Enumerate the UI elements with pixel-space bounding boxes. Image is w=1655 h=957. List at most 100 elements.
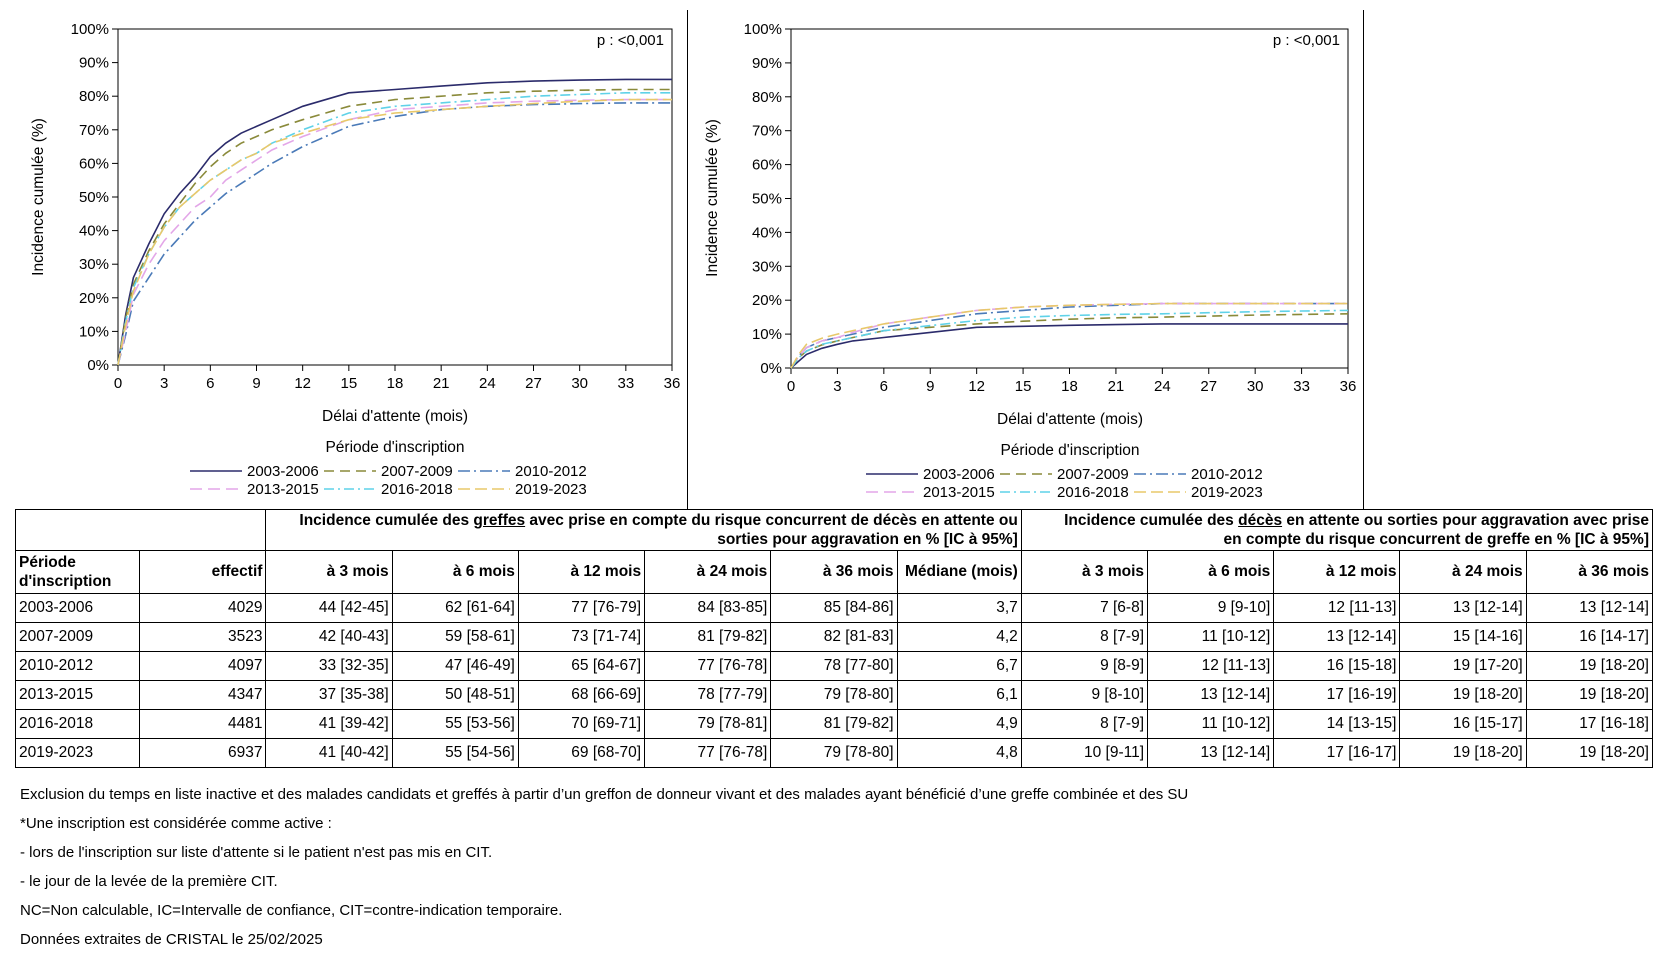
y-tick-label: 20% bbox=[79, 290, 109, 307]
table-cell: 42 [40-43] bbox=[265, 622, 393, 652]
table-cell: 77 [76-79] bbox=[517, 593, 646, 623]
table-cell: 12 [11-13] bbox=[1147, 651, 1275, 681]
table-cell: 6,7 bbox=[896, 651, 1022, 681]
table-row: 2010-2012 4097 33 [32-35] 47 [46-49] 65 [64-… bbox=[14, 651, 1654, 681]
table-cell: 9 [8-9] bbox=[1020, 651, 1149, 681]
x-tick-label: 30 bbox=[1247, 378, 1264, 395]
x-tick-label: 15 bbox=[1015, 378, 1032, 395]
group2-text-a: Incidence cumulée des bbox=[1064, 512, 1239, 529]
col-header-g1-12m: à 12 mois bbox=[517, 550, 646, 594]
cell-effectif: 4097 bbox=[139, 651, 267, 681]
legend-label: 2013-2015 bbox=[923, 484, 995, 501]
table-cell: 19 [18-20] bbox=[1525, 680, 1654, 710]
x-tick-label: 30 bbox=[571, 375, 588, 392]
y-tick-label: 90% bbox=[752, 55, 782, 72]
y-tick-label: 30% bbox=[79, 256, 109, 273]
col-period-line2: d'inscription bbox=[19, 573, 112, 590]
legend-title: Période d'inscription bbox=[325, 439, 464, 456]
table-cell: 77 [76-78] bbox=[644, 651, 772, 681]
legend-label: 2003-2006 bbox=[923, 466, 995, 483]
table-row: 2013-2015 4347 37 [35-38] 50 [48-51] 68 [66-… bbox=[14, 680, 1654, 710]
col-header-g1-36m: à 36 mois bbox=[770, 550, 898, 594]
series-line-2007-2009 bbox=[790, 313, 1349, 369]
cell-period: 2013-2015 bbox=[14, 680, 141, 710]
y-tick-label: 40% bbox=[752, 224, 782, 241]
col-header-g1-3m: à 3 mois bbox=[265, 550, 393, 594]
legend-label: 2007-2009 bbox=[1057, 466, 1129, 483]
series-line-2016-2018 bbox=[790, 309, 1349, 369]
x-tick-label: 3 bbox=[833, 378, 841, 395]
group1-underlined: greffes bbox=[473, 512, 526, 529]
group1-text-a: Incidence cumulée des bbox=[299, 512, 474, 529]
legend-label: 2016-2018 bbox=[1057, 484, 1129, 501]
cell-period: 2016-2018 bbox=[14, 709, 141, 739]
legend-label: 2016-2018 bbox=[381, 481, 453, 498]
y-axis-label: Incidence cumulée (%) bbox=[30, 118, 47, 276]
table-row: 2007-2009 3523 42 [40-43] 59 [58-61] 73 [71-… bbox=[14, 622, 1654, 652]
table-row: 2019-2023 6937 41 [40-42] 55 [54-56] 69 [68-… bbox=[14, 738, 1654, 768]
col-header-period: Période d'inscription bbox=[14, 550, 141, 594]
y-tick-label: 100% bbox=[71, 21, 109, 38]
x-tick-label: 9 bbox=[926, 378, 934, 395]
cell-effectif: 6937 bbox=[139, 738, 267, 768]
x-axis-label: Délai d'attente (mois) bbox=[322, 408, 468, 425]
table-cell: 44 [42-45] bbox=[265, 593, 393, 623]
table-cell: 85 [84-86] bbox=[770, 593, 898, 623]
table-row: 2003-2006 4029 44 [42-45] 62 [61-64] 77 [76-… bbox=[14, 593, 1654, 623]
note-exclusion: Exclusion du temps en liste inactive et … bbox=[20, 786, 1189, 803]
table-cell: 17 [16-19] bbox=[1273, 680, 1401, 710]
series-line-2019-2023 bbox=[117, 98, 672, 366]
chart-greffes: 0%10%20%30%40%50%60%70%80%90%100% 0 3 6 9 12… bbox=[30, 21, 681, 498]
table-cell: 50 [48-51] bbox=[391, 680, 519, 710]
table-cell: 17 [16-18] bbox=[1525, 709, 1654, 739]
x-tick-label: 3 bbox=[160, 375, 168, 392]
legend-label: 2019-2023 bbox=[515, 481, 587, 498]
col-period-line1: Période bbox=[19, 554, 76, 571]
y-tick-label: 20% bbox=[752, 292, 782, 309]
table-cell: 68 [66-69] bbox=[517, 680, 646, 710]
table-cell: 13 [12-14] bbox=[1147, 680, 1275, 710]
series-line-2010-2012 bbox=[117, 102, 672, 366]
table-cell: 77 [76-78] bbox=[644, 738, 772, 768]
col-header-g2-24m: à 24 mois bbox=[1399, 550, 1527, 594]
y-tick-label: 60% bbox=[752, 157, 782, 174]
p-value-annotation: p : <0,001 bbox=[597, 32, 664, 49]
y-tick-label: 80% bbox=[79, 88, 109, 105]
table-cell: 78 [77-80] bbox=[770, 651, 898, 681]
series-line-2010-2012 bbox=[790, 302, 1348, 369]
x-tick-label: 18 bbox=[387, 375, 404, 392]
panel-divider-right bbox=[1363, 10, 1364, 510]
table-cell: 13 [12-14] bbox=[1147, 738, 1275, 768]
cell-effectif: 4029 bbox=[139, 593, 267, 623]
x-tick-label: 6 bbox=[206, 375, 214, 392]
x-tick-label: 24 bbox=[479, 375, 496, 392]
table-cell: 3,7 bbox=[896, 593, 1022, 623]
x-tick-label: 33 bbox=[617, 375, 634, 392]
table-cell: 55 [54-56] bbox=[391, 738, 519, 768]
table-cell: 41 [39-42] bbox=[265, 709, 393, 739]
table-cell: 13 [12-14] bbox=[1273, 622, 1401, 652]
cell-effectif: 3523 bbox=[139, 622, 267, 652]
y-tick-label: 90% bbox=[79, 55, 109, 72]
x-tick-label: 12 bbox=[294, 375, 311, 392]
legend-title: Période d'inscription bbox=[1000, 442, 1139, 459]
col-header-g2-3m: à 3 mois bbox=[1020, 550, 1149, 594]
table-cell: 16 [15-17] bbox=[1399, 709, 1527, 739]
table-cell: 13 [12-14] bbox=[1399, 593, 1527, 623]
legend-label: 2003-2006 bbox=[247, 463, 319, 480]
table-cell: 79 [78-80] bbox=[770, 738, 898, 768]
y-tick-label: 70% bbox=[752, 123, 782, 140]
group1-text-b: avec prise en compte du risque concurren… bbox=[525, 512, 1018, 529]
col-header-g2-12m: à 12 mois bbox=[1273, 550, 1401, 594]
y-tick-label: 0% bbox=[87, 357, 109, 374]
table-cell: 55 [53-56] bbox=[391, 709, 519, 739]
table-cell: 14 [13-15] bbox=[1273, 709, 1401, 739]
table-cell: 65 [64-67] bbox=[517, 651, 646, 681]
plot-frame bbox=[790, 28, 1349, 369]
x-tick-label: 36 bbox=[664, 375, 681, 392]
x-tick-label: 33 bbox=[1293, 378, 1310, 395]
col-header-mediane: Médiane (mois) bbox=[896, 550, 1022, 594]
table-cell: 78 [77-79] bbox=[644, 680, 772, 710]
table-cell: 11 [10-12] bbox=[1147, 709, 1275, 739]
x-tick-label: 0 bbox=[114, 375, 122, 392]
